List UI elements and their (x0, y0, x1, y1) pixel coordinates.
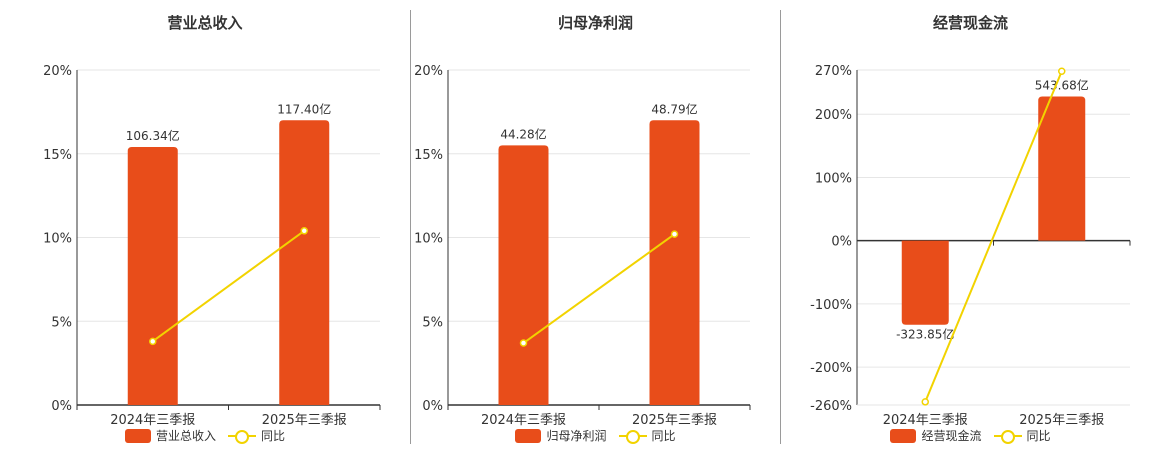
net-profit-chart-panel: 归母净利润 20% 15% 10% 5% 0% 2024年三季报 2025年三季报 44.28… (411, 0, 780, 450)
y-tick-label: 270% (815, 64, 852, 79)
bar-value-label: 106.34亿 (126, 128, 180, 143)
x-tick-label: 2024年三季报 (110, 413, 195, 428)
legend-line-label: 同比 (261, 429, 286, 443)
yoy-point (670, 230, 679, 238)
net-profit-chart: 20% 15% 10% 5% 0% 2024年三季报 2025年三季报 44.28亿 48.79… (414, 64, 751, 428)
legend-bar-label: 经营现金流 (921, 429, 982, 443)
legend-item-line[interactable]: 同比 (993, 427, 1051, 444)
y-tick-label: 15% (43, 148, 72, 163)
cash-flow-chart: 270% 200% 100% 0% -100% -200% -260% 2024年三季报 202… (810, 64, 1131, 428)
legend-line-swatch (228, 429, 256, 444)
revenue-chart-panel: 营业总收入 20% 15% 10% 5% 0% 2024年三季报 2025年三季报 106.3… (0, 0, 410, 450)
bar-value-label: 48.79亿 (651, 101, 697, 116)
legend-item-line[interactable]: 同比 (228, 427, 285, 444)
legend-bar-label: 营业总收入 (155, 429, 216, 443)
yoy-line (522, 233, 676, 344)
y-tick-label: 0% (831, 235, 852, 250)
chart-legend: 营业总收入 同比 (0, 427, 410, 444)
bar (1038, 96, 1086, 241)
y-tick-label: 0% (422, 399, 443, 414)
legend-line-swatch (993, 429, 1022, 444)
y-tick-label: 0% (51, 399, 72, 414)
legend-bar-label: 归母净利润 (546, 429, 607, 443)
y-tick-label: 10% (414, 232, 443, 247)
bar (498, 145, 549, 405)
panel-divider (780, 10, 781, 444)
y-tick-label: -200% (810, 361, 852, 376)
y-tick-label: 200% (815, 108, 852, 123)
yoy-point (300, 227, 308, 235)
x-tick-label: 2025年三季报 (632, 413, 717, 428)
cash-flow-chart-panel: 经营现金流 270% 200% 100% 0% -100% -200% -260% 2024年… (781, 0, 1160, 450)
legend-item-bar[interactable]: 归母净利润 (515, 427, 607, 444)
legend-bar-swatch (515, 428, 542, 443)
y-tick-label: 20% (414, 64, 443, 79)
y-tick-label: 20% (43, 64, 72, 79)
bar-value-label: -323.85亿 (896, 327, 954, 342)
bar (901, 240, 949, 325)
chart-title: 归母净利润 (557, 14, 633, 32)
y-tick-label: 100% (815, 171, 852, 186)
x-tick-label: 2025年三季报 (1019, 413, 1104, 428)
legend-item-line[interactable]: 同比 (618, 427, 676, 444)
y-tick-label: 5% (51, 315, 72, 330)
legend-line-swatch (618, 429, 647, 444)
chart-legend: 归母净利润 同比 (411, 427, 780, 444)
yoy-point (149, 337, 157, 346)
legend-item-bar[interactable]: 经营现金流 (890, 427, 982, 444)
bar (127, 147, 178, 406)
x-tick-label: 2024年三季报 (481, 413, 566, 428)
yoy-point (519, 339, 528, 347)
yoy-line (924, 70, 1063, 403)
y-tick-label: -260% (810, 399, 852, 414)
bar (279, 120, 330, 405)
legend-bar-swatch (890, 428, 917, 443)
y-tick-label: 10% (43, 232, 72, 247)
chart-legend: 经营现金流 同比 (781, 427, 1160, 444)
bar-value-label: 44.28亿 (500, 126, 546, 141)
legend-item-bar[interactable]: 营业总收入 (124, 427, 216, 444)
chart-title: 营业总收入 (167, 14, 243, 32)
x-tick-label: 2025年三季报 (262, 413, 347, 428)
x-tick-label: 2024年三季报 (883, 413, 968, 428)
bar-value-label: 117.40亿 (277, 101, 331, 116)
bar-value-label: 543.68亿 (1035, 78, 1089, 93)
revenue-chart: 20% 15% 10% 5% 0% 2024年三季报 2025年三季报 106.34亿 117.… (43, 64, 381, 428)
yoy-point (1058, 67, 1066, 76)
legend-bar-swatch (124, 428, 151, 443)
yoy-point (921, 398, 929, 406)
panel-divider (410, 10, 411, 444)
y-tick-label: -100% (810, 298, 852, 313)
y-tick-label: 5% (422, 315, 443, 330)
y-tick-label: 15% (414, 148, 443, 163)
chart-title: 经营现金流 (932, 14, 1008, 32)
legend-line-label: 同比 (651, 429, 676, 443)
yoy-line (152, 229, 305, 343)
legend-line-label: 同比 (1026, 429, 1051, 443)
bar (649, 120, 700, 405)
